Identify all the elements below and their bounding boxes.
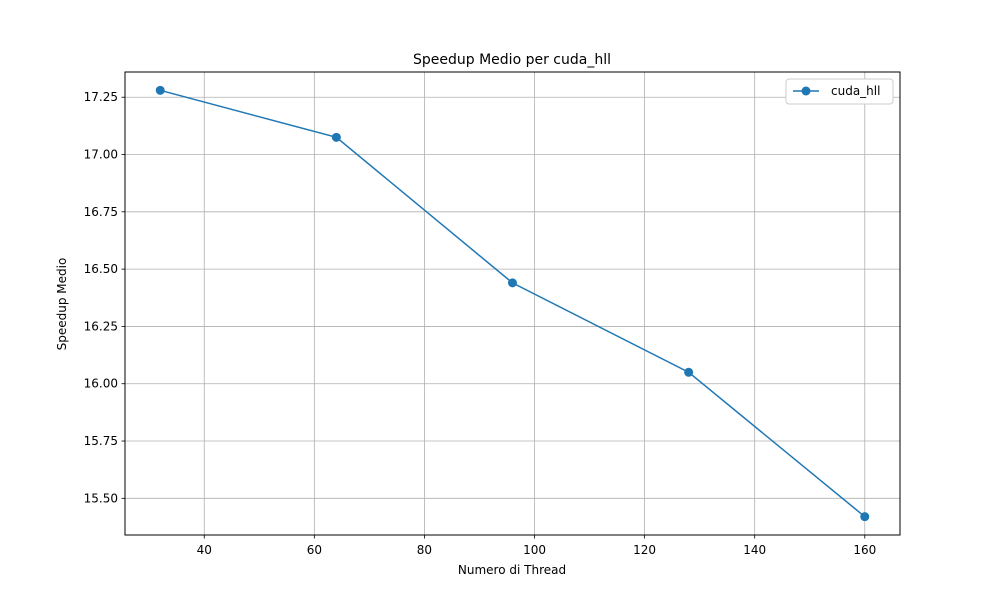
data-point (508, 278, 517, 288)
y-axis-label: Speedup Medio (55, 258, 69, 351)
x-tick-label: 80 (417, 543, 432, 557)
legend-entry-label: cuda_hll (831, 84, 880, 98)
chart-title: Speedup Medio per cuda_hll (413, 52, 611, 68)
legend-box (785, 78, 894, 105)
y-tick-label: 15.50 (84, 491, 118, 505)
data-point (155, 85, 165, 95)
data-point (331, 132, 341, 142)
y-tick-label: 16.00 (84, 377, 118, 391)
legend: cuda_hll (785, 78, 894, 105)
series-layer (155, 85, 870, 522)
y-tick-label: 17.00 (84, 148, 118, 162)
x-tick-label: 140 (743, 543, 766, 557)
x-axis-ticks: 40 60 80 100 120 140 160 (197, 535, 876, 557)
y-axis-ticks: 15.50 15.75 16.00 16.25 16.50 16.75 17.00 17.25 (84, 90, 125, 505)
x-tick-label: 40 (197, 543, 212, 557)
x-axis-label: Numero di Thread (458, 563, 566, 577)
grid (125, 72, 900, 535)
plot-frame (124, 71, 901, 536)
data-point (684, 367, 694, 377)
y-tick-label: 17.25 (84, 90, 118, 104)
y-tick-label: 16.25 (84, 319, 118, 333)
x-tick-label: 160 (853, 543, 876, 557)
x-tick-label: 100 (523, 543, 546, 557)
y-tick-label: 15.75 (84, 434, 118, 448)
x-tick-label: 60 (307, 543, 322, 557)
legend-marker-swatch (801, 86, 811, 96)
data-point (860, 512, 870, 522)
y-tick-label: 16.75 (84, 205, 118, 219)
x-tick-label: 120 (633, 543, 656, 557)
y-tick-label: 16.50 (84, 262, 118, 276)
